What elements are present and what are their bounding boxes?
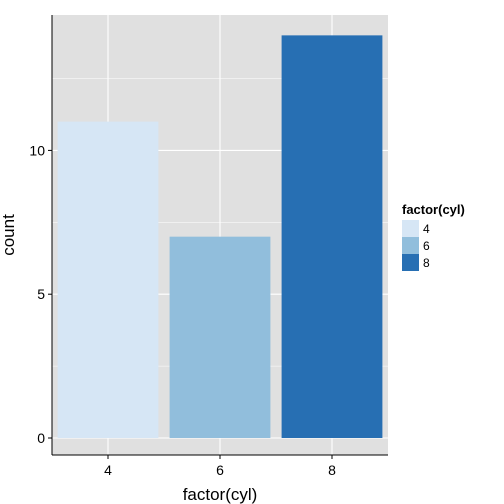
x-tick-label: 6	[216, 462, 224, 478]
y-axis-title: count	[0, 214, 18, 256]
legend-key-6	[402, 237, 419, 254]
bar-4	[57, 121, 159, 438]
legend: factor(cyl) 4 6 8	[402, 202, 465, 271]
legend-key-8	[402, 254, 419, 271]
legend-key-4	[402, 220, 419, 237]
y-tick-label: 5	[37, 286, 45, 302]
y-tick-label: 0	[37, 430, 45, 446]
x-tick-label: 4	[104, 462, 112, 478]
x-tick-label: 8	[328, 462, 336, 478]
x-axis-title: factor(cyl)	[183, 485, 258, 504]
legend-title: factor(cyl)	[402, 202, 465, 217]
x-axis-ticks: 4 6 8	[104, 455, 336, 478]
y-axis-ticks: 0 5 10	[29, 142, 52, 446]
legend-label: 8	[423, 256, 430, 270]
legend-label: 4	[423, 222, 430, 236]
legend-entries: 4 6 8	[402, 220, 430, 271]
bar-8	[281, 35, 383, 439]
legend-label: 6	[423, 239, 430, 253]
bars	[57, 35, 383, 439]
y-tick-label: 10	[29, 142, 45, 158]
bar-6	[169, 236, 271, 438]
